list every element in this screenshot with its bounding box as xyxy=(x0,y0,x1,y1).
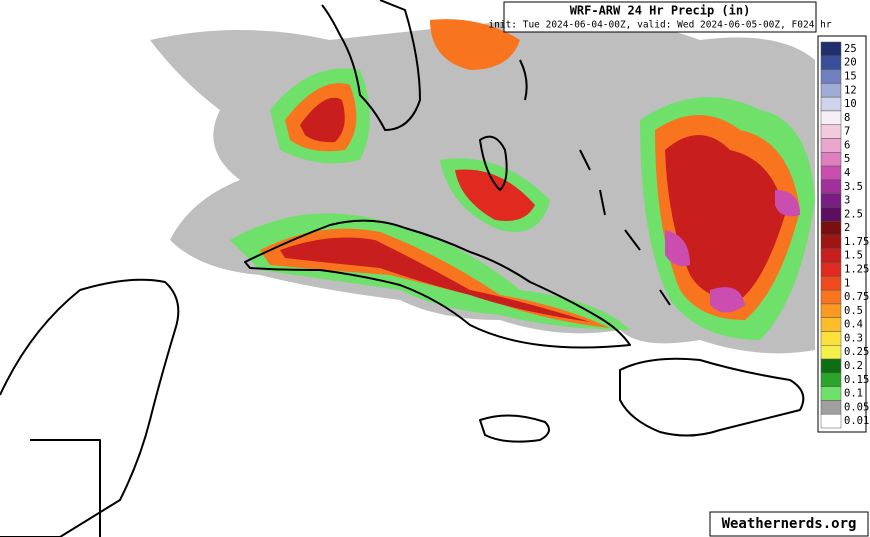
title-box xyxy=(503,1,817,33)
legend-label: 20 xyxy=(844,57,857,69)
legend-swatch xyxy=(820,317,842,332)
legend-label: 0.01 xyxy=(844,415,869,427)
legend-swatch xyxy=(820,220,842,236)
legend-swatch xyxy=(820,248,842,263)
legend-swatch xyxy=(820,358,842,374)
legend-label: 10 xyxy=(844,98,857,110)
legend-label: 0.25 xyxy=(844,346,869,358)
legend-swatch xyxy=(820,276,842,291)
legend-swatch xyxy=(820,372,842,387)
legend-swatch xyxy=(820,262,842,277)
legend-label: 1.75 xyxy=(844,236,869,248)
watermark-box xyxy=(709,511,869,537)
legend-swatch xyxy=(820,234,842,250)
legend-label: 0.05 xyxy=(844,401,869,413)
legend-swatch xyxy=(820,83,842,98)
legend-swatch xyxy=(820,386,842,401)
legend-label: 1.5 xyxy=(844,250,863,262)
legend-swatch xyxy=(820,193,842,208)
legend-label: 1.25 xyxy=(844,263,869,275)
legend-label: 0.2 xyxy=(844,360,863,372)
legend-swatch xyxy=(820,138,842,153)
legend-label: 3 xyxy=(844,195,850,207)
legend-label: 0.3 xyxy=(844,332,863,344)
legend-swatch xyxy=(820,331,842,346)
legend-label: 2.5 xyxy=(844,208,863,220)
legend-label: 0.1 xyxy=(844,388,863,400)
legend-swatch xyxy=(820,152,842,167)
legend-swatch xyxy=(820,124,842,139)
watermark: Weathernerds.org xyxy=(722,516,857,532)
legend-swatch xyxy=(820,69,842,84)
legend-label: 15 xyxy=(844,70,857,82)
legend-swatch xyxy=(820,41,842,57)
legend-swatch xyxy=(820,110,842,125)
legend-label: 2 xyxy=(844,222,850,234)
legend-swatch xyxy=(820,303,842,318)
legend-label: 0.75 xyxy=(844,291,869,303)
legend-swatch xyxy=(820,207,842,222)
map-subtitle: init: Tue 2024-06-04-00Z, valid: Wed 202… xyxy=(488,20,831,31)
legend-swatch xyxy=(820,55,842,70)
legend-swatch xyxy=(820,345,842,360)
legend-swatch xyxy=(820,179,842,194)
legend-label: 3.5 xyxy=(844,181,863,193)
coastlines xyxy=(0,0,805,537)
legend-label: 4 xyxy=(844,167,850,179)
legend-swatch xyxy=(820,400,842,415)
legend-label: 0.15 xyxy=(844,374,869,386)
map-title: WRF-ARW 24 Hr Precip (in) xyxy=(570,4,751,18)
legend-label: 7 xyxy=(844,126,850,138)
precip-field xyxy=(150,17,815,354)
legend-swatch xyxy=(820,96,842,112)
legend-label: 25 xyxy=(844,43,857,55)
legend-label: 12 xyxy=(844,84,857,96)
legend-swatch xyxy=(820,165,842,181)
legend-swatch xyxy=(820,413,842,429)
legend-label: 0.4 xyxy=(844,319,863,331)
legend-label: 1 xyxy=(844,277,850,289)
legend-label: 8 xyxy=(844,112,850,124)
legend-label: 6 xyxy=(844,139,850,151)
legend-swatch xyxy=(820,289,842,305)
legend-label: 0.5 xyxy=(844,305,863,317)
legend-label: 5 xyxy=(844,153,850,165)
